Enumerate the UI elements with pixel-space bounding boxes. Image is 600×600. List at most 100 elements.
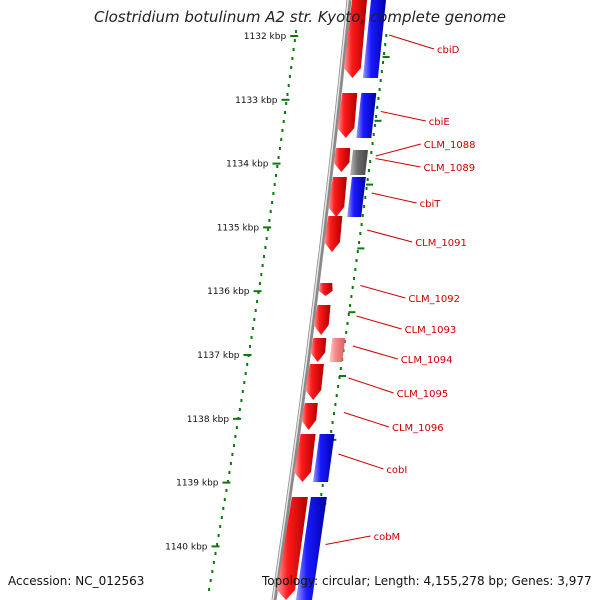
map-title: Clostridium botulinum A2 str. Kyoto, com… bbox=[93, 8, 507, 26]
gene-label: CLM_1094 bbox=[401, 355, 453, 366]
gene-label: cobM bbox=[374, 532, 401, 543]
scale-label: 1136 kbp bbox=[207, 287, 250, 297]
scale-dot bbox=[292, 48, 295, 51]
gene-labels: cbiD cbiE CLM_1088 CLM_1089 cbiT CLM_1091 CLM_… bbox=[325, 34, 476, 545]
gene-arrow bbox=[310, 338, 327, 362]
track-dot bbox=[334, 403, 337, 406]
track-dot bbox=[320, 493, 323, 496]
scale-dot bbox=[254, 309, 257, 312]
gene-cbiT bbox=[328, 177, 366, 217]
scale-dot bbox=[241, 390, 244, 393]
track-tick bbox=[339, 375, 346, 377]
scale-dot bbox=[284, 111, 286, 114]
gene-label-line bbox=[348, 377, 394, 394]
scale-dot bbox=[256, 300, 259, 303]
scale-tick bbox=[263, 226, 272, 229]
scale-dot bbox=[209, 579, 212, 582]
track-tick bbox=[366, 183, 374, 186]
gene-block bbox=[362, 0, 386, 78]
gene-arrow bbox=[324, 216, 343, 252]
gene-track bbox=[277, 0, 386, 600]
track-dot bbox=[353, 277, 355, 280]
accession-text: Accession: NC_012563 bbox=[8, 574, 145, 588]
gene-CLM_1096 bbox=[301, 403, 318, 430]
track-tick bbox=[382, 56, 390, 58]
scale-dot bbox=[238, 408, 241, 411]
track-dot bbox=[337, 385, 340, 388]
gene-block bbox=[313, 434, 335, 482]
track-dot bbox=[367, 169, 370, 172]
track-dot bbox=[382, 61, 384, 64]
scale-tick bbox=[243, 354, 252, 356]
track-dot bbox=[363, 205, 366, 208]
gene-block bbox=[329, 338, 346, 362]
scale-dot bbox=[280, 138, 283, 141]
gene-label: CLM_1088 bbox=[424, 140, 476, 151]
track-dot bbox=[347, 313, 350, 316]
track-dot bbox=[365, 187, 368, 190]
scale-dot bbox=[253, 318, 256, 321]
track-dot bbox=[349, 304, 352, 307]
track-dot bbox=[321, 484, 324, 487]
scale-dot bbox=[216, 543, 219, 546]
scale-dot bbox=[293, 39, 296, 42]
gene-label: CLM_1095 bbox=[397, 389, 449, 400]
track-dot bbox=[379, 79, 382, 82]
scale-dot bbox=[269, 210, 272, 213]
scale-dot bbox=[211, 570, 214, 573]
track-dot bbox=[384, 43, 387, 46]
track-dot bbox=[371, 142, 374, 145]
scale-dot bbox=[234, 435, 237, 438]
gene-block bbox=[350, 150, 368, 175]
track-dot bbox=[375, 115, 378, 118]
scale-dot bbox=[288, 75, 291, 78]
gene-label: cbiT bbox=[420, 199, 442, 210]
scale-label: 1138 kbp bbox=[187, 415, 230, 425]
scale-dot bbox=[240, 399, 243, 402]
scale-dot bbox=[263, 255, 265, 258]
track-dot bbox=[358, 241, 361, 244]
scale-dot bbox=[258, 282, 261, 285]
track-tick bbox=[357, 247, 365, 250]
scale-dot bbox=[226, 480, 229, 483]
gene-arrow bbox=[301, 403, 318, 430]
scale-tick bbox=[272, 162, 281, 165]
track-dot bbox=[351, 286, 354, 289]
track-dot bbox=[355, 259, 358, 262]
gene-arrow bbox=[305, 364, 324, 400]
gene-block bbox=[356, 93, 377, 138]
track-dot bbox=[366, 178, 369, 181]
scale-label: 1140 kbp bbox=[165, 542, 208, 552]
scale-dot bbox=[251, 327, 254, 330]
gene-cobI bbox=[294, 434, 335, 482]
scale-tick bbox=[211, 545, 220, 548]
scale-dot bbox=[235, 426, 238, 429]
scale-dot bbox=[228, 471, 231, 474]
gene-CLM_1092 bbox=[318, 283, 333, 296]
track-tick bbox=[348, 311, 356, 314]
scale-dot bbox=[287, 84, 290, 87]
gene-label-line bbox=[343, 412, 390, 428]
scale-dot bbox=[261, 264, 264, 267]
gene-CLM_1093 bbox=[313, 305, 331, 335]
gene-cbiE bbox=[337, 93, 377, 138]
gene-label-line bbox=[360, 285, 406, 299]
gene-arrow bbox=[333, 148, 351, 172]
gene-label-line bbox=[367, 229, 413, 243]
scale-dot bbox=[220, 516, 223, 519]
gene-block bbox=[296, 497, 327, 600]
gene-block bbox=[347, 177, 366, 217]
scale-tick bbox=[222, 481, 231, 484]
track-dot bbox=[378, 88, 381, 91]
scale-dot bbox=[229, 462, 232, 465]
gene-label: CLM_1096 bbox=[392, 423, 444, 434]
gene-label-line bbox=[325, 535, 371, 545]
gene-label: CLM_1089 bbox=[424, 163, 476, 174]
gene-cobM bbox=[277, 497, 327, 600]
track-dot bbox=[383, 52, 386, 55]
gene-label-line bbox=[371, 192, 417, 204]
backbone-line bbox=[271, 0, 352, 600]
scale-dot bbox=[249, 345, 251, 348]
track-dot bbox=[370, 151, 373, 154]
